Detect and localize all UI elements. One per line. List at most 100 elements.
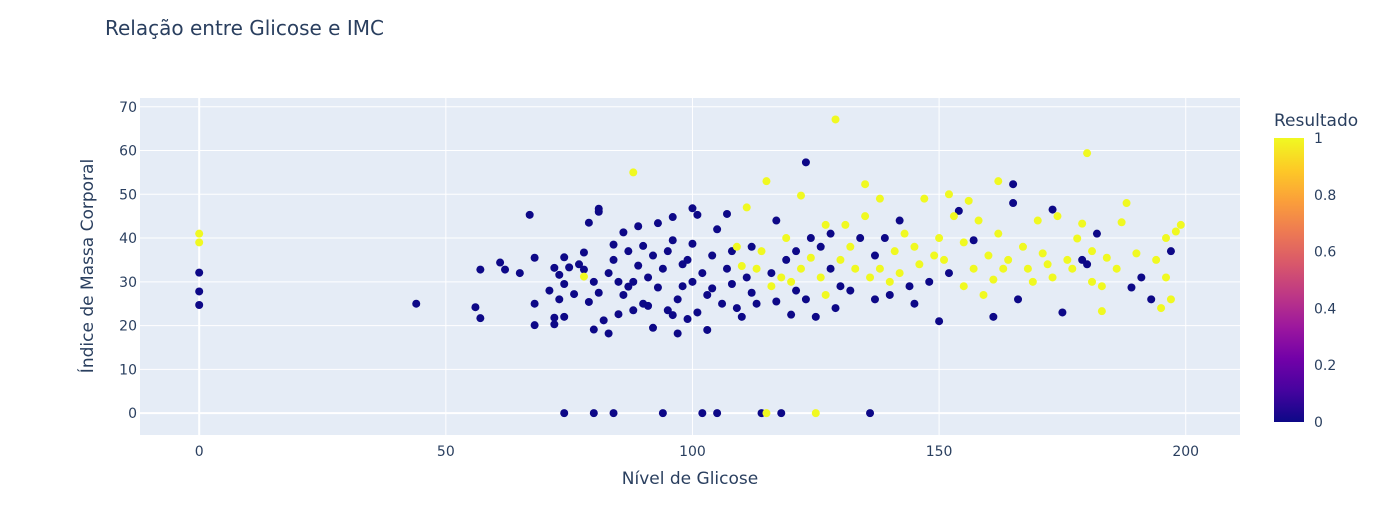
data-point (821, 290, 830, 299)
data-point (1068, 264, 1077, 273)
data-point (875, 194, 884, 203)
data-point (1132, 249, 1141, 258)
colorbar (1274, 138, 1304, 422)
data-point (851, 264, 860, 273)
x-tick-label: 50 (437, 444, 455, 460)
colorbar-tick-label: 0.4 (1314, 301, 1336, 317)
y-tick-label: 40 (119, 231, 137, 247)
data-points (195, 115, 1185, 418)
data-point (718, 299, 727, 308)
data-point (747, 288, 756, 297)
data-point (1166, 295, 1175, 304)
data-point (767, 269, 776, 278)
data-point (925, 277, 934, 286)
data-point (1038, 249, 1047, 258)
data-point (609, 409, 618, 418)
colorbar-tick-labels: 0 0.2 0.4 0.6 0.8 1 (1314, 131, 1336, 431)
data-point (688, 277, 697, 286)
plot-background (140, 98, 1240, 435)
data-point (708, 251, 717, 260)
data-point (644, 273, 653, 282)
data-point (905, 282, 914, 291)
data-point (530, 253, 539, 262)
data-point (525, 210, 534, 219)
data-point (619, 290, 628, 299)
data-point (935, 317, 944, 326)
data-point (767, 282, 776, 291)
x-tick-label: 0 (195, 444, 204, 460)
grid-lines (140, 98, 1240, 435)
data-point (614, 277, 623, 286)
data-point (875, 264, 884, 273)
data-point (944, 190, 953, 199)
colorbar-tick-label: 0.2 (1314, 358, 1336, 374)
data-point (678, 282, 687, 291)
data-point (649, 251, 658, 260)
data-point (831, 304, 840, 313)
data-point (1097, 282, 1106, 291)
data-point (471, 303, 480, 312)
data-point (777, 409, 786, 418)
data-point (713, 225, 722, 234)
data-point (1147, 295, 1156, 304)
data-point (920, 194, 929, 203)
y-tick-label: 50 (119, 187, 137, 203)
data-point (629, 277, 638, 286)
data-point (910, 299, 919, 308)
x-tick-labels: 0 50 100 150 200 (195, 444, 1199, 460)
data-point (683, 315, 692, 324)
data-point (910, 242, 919, 251)
data-point (579, 265, 588, 274)
data-point (811, 409, 820, 418)
data-point (1171, 227, 1180, 236)
data-point (1162, 273, 1171, 282)
data-point (530, 299, 539, 308)
data-point (1004, 255, 1013, 264)
chart-title: Relação entre Glicose e IMC (105, 16, 384, 40)
data-point (713, 409, 722, 418)
data-point (1083, 260, 1092, 269)
data-point (639, 241, 648, 250)
data-point (930, 251, 939, 260)
data-point (722, 264, 731, 273)
data-point (589, 325, 598, 334)
data-point (811, 312, 820, 321)
data-point (866, 409, 875, 418)
data-point (560, 253, 569, 262)
data-point (969, 264, 978, 273)
data-point (649, 323, 658, 332)
data-point (747, 242, 756, 251)
data-point (989, 275, 998, 284)
colorbar-tick-label: 0 (1314, 415, 1323, 431)
data-point (624, 282, 633, 291)
data-point (870, 251, 879, 260)
data-point (836, 282, 845, 291)
data-point (668, 311, 677, 320)
data-point (1014, 295, 1023, 304)
data-point (796, 191, 805, 200)
data-point (575, 260, 584, 269)
data-point (964, 196, 973, 205)
data-point (579, 272, 588, 281)
data-point (555, 295, 564, 304)
data-point (570, 290, 579, 299)
data-point (1058, 308, 1067, 317)
data-point (1127, 283, 1136, 292)
data-point (195, 268, 204, 277)
data-point (599, 316, 608, 325)
data-point (732, 304, 741, 313)
data-point (476, 314, 485, 323)
data-point (1048, 205, 1057, 214)
data-point (831, 115, 840, 124)
data-point (550, 320, 559, 329)
data-point (658, 264, 667, 273)
data-point (663, 247, 672, 256)
data-point (1176, 220, 1185, 229)
data-point (737, 262, 746, 271)
data-point (195, 287, 204, 296)
data-point (762, 177, 771, 186)
data-point (870, 295, 879, 304)
x-tick-label: 150 (926, 444, 953, 460)
data-point (1073, 234, 1082, 243)
data-point (1166, 247, 1175, 256)
